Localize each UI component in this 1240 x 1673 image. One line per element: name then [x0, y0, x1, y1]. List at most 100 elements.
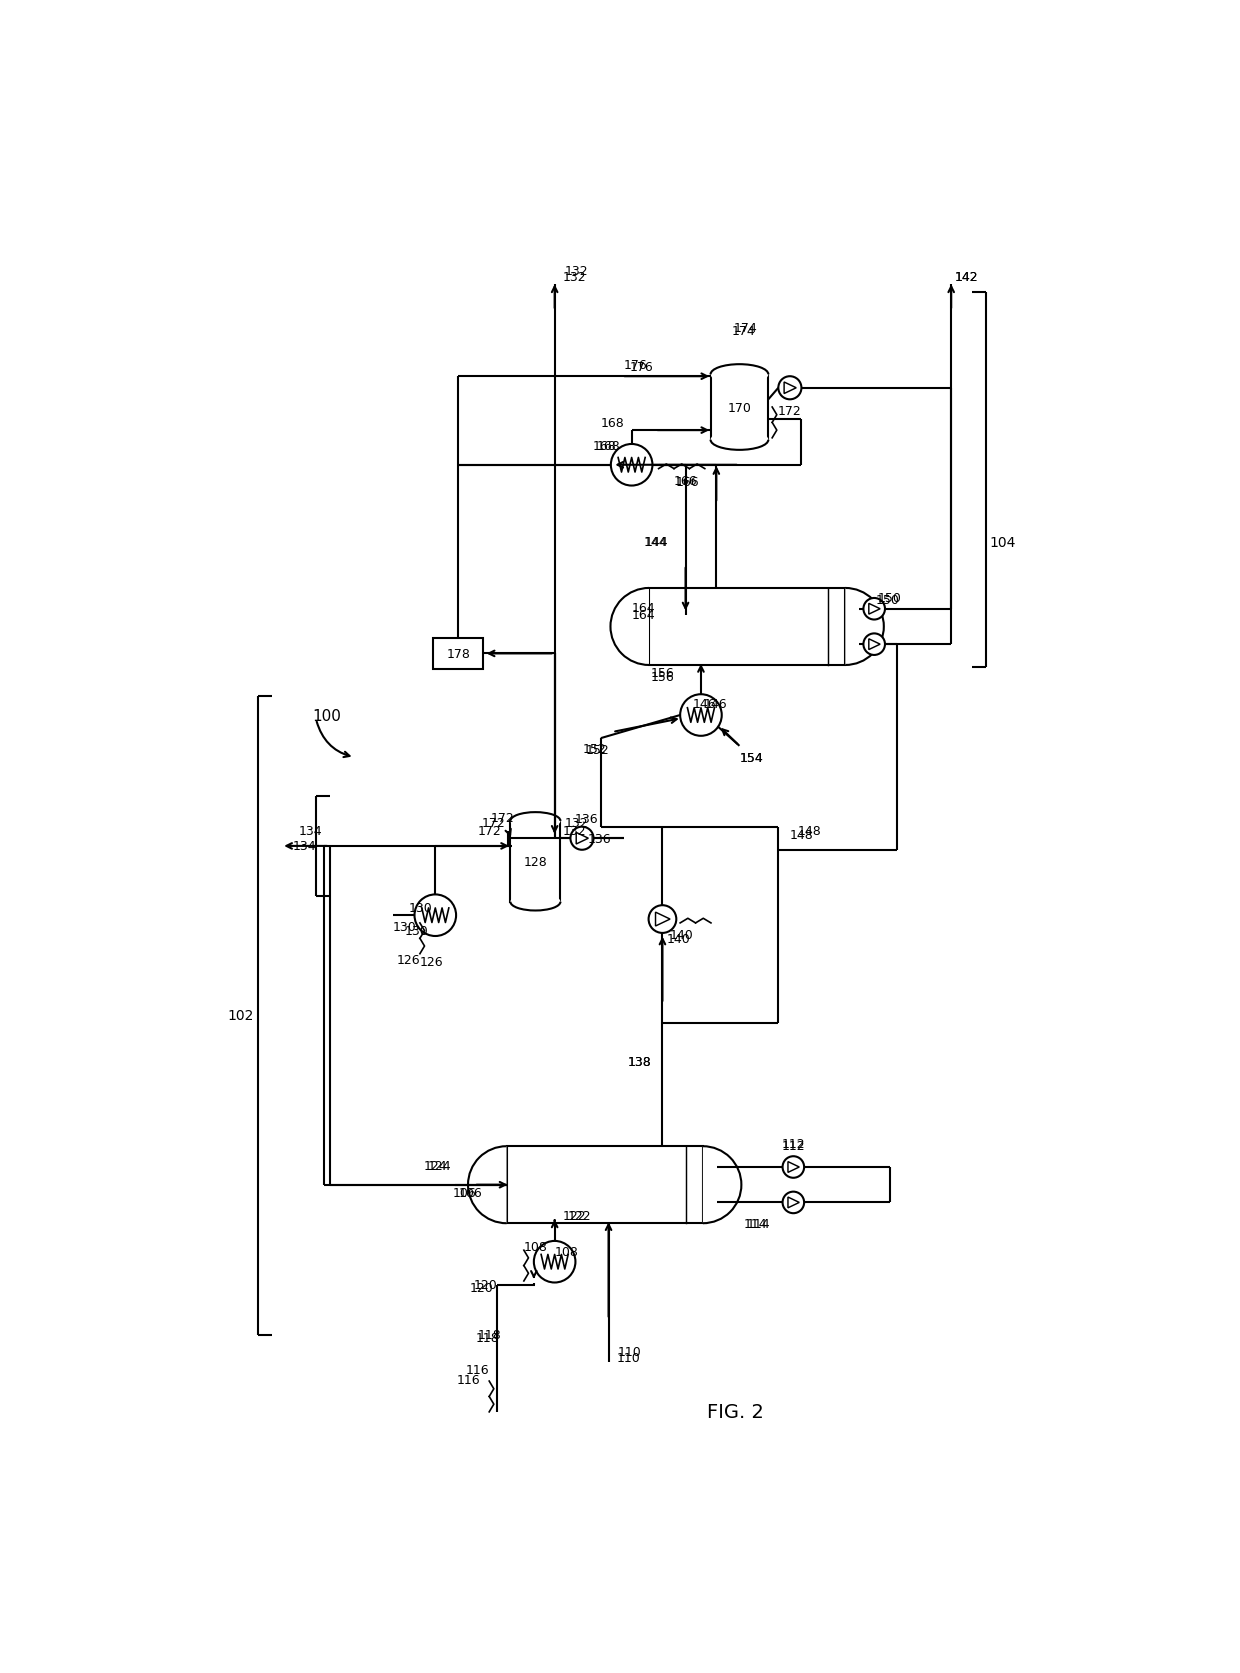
Text: 178: 178	[446, 647, 470, 661]
Text: 136: 136	[574, 813, 598, 826]
Wedge shape	[467, 1146, 506, 1223]
Text: 144: 144	[644, 535, 667, 549]
Text: 124: 124	[428, 1159, 451, 1173]
Text: 132: 132	[563, 825, 587, 838]
Text: 120: 120	[470, 1282, 494, 1293]
Text: 154: 154	[739, 751, 763, 765]
Circle shape	[534, 1241, 575, 1283]
Text: 140: 140	[666, 932, 689, 945]
Bar	[511, 821, 560, 902]
Bar	[506, 1146, 703, 1223]
Text: 144: 144	[645, 535, 668, 549]
Text: 174: 174	[732, 325, 755, 338]
Circle shape	[611, 445, 652, 487]
Text: 124: 124	[424, 1159, 448, 1173]
Wedge shape	[703, 1146, 742, 1223]
Circle shape	[570, 826, 594, 850]
Text: 112: 112	[781, 1139, 806, 1153]
Text: 128: 128	[523, 855, 547, 868]
Text: 110: 110	[616, 1352, 640, 1365]
Text: 146: 146	[693, 698, 717, 711]
Polygon shape	[787, 1163, 800, 1173]
Bar	[711, 375, 769, 440]
Text: 112: 112	[781, 1138, 806, 1151]
Text: 152: 152	[585, 744, 609, 756]
Text: 106: 106	[453, 1186, 476, 1200]
Wedge shape	[610, 589, 649, 666]
Text: 106: 106	[459, 1186, 482, 1200]
Text: 138: 138	[627, 1056, 651, 1069]
Text: 164: 164	[631, 601, 655, 614]
Text: 152: 152	[583, 743, 606, 755]
Text: FIG. 2: FIG. 2	[707, 1402, 764, 1422]
Text: 176: 176	[630, 360, 653, 373]
Text: 132: 132	[564, 264, 588, 278]
Text: 166: 166	[675, 475, 698, 487]
Text: 130: 130	[393, 920, 417, 934]
Polygon shape	[869, 639, 880, 651]
Text: 172: 172	[777, 405, 802, 418]
Circle shape	[863, 599, 885, 621]
Text: 156: 156	[651, 671, 675, 684]
Ellipse shape	[711, 365, 769, 385]
Text: 100: 100	[312, 708, 341, 723]
Text: 114: 114	[748, 1216, 771, 1230]
Polygon shape	[784, 383, 796, 395]
Polygon shape	[656, 912, 670, 927]
Text: 132: 132	[563, 271, 587, 283]
Bar	[649, 589, 846, 666]
Text: 168: 168	[601, 417, 625, 430]
Ellipse shape	[511, 813, 560, 830]
Circle shape	[779, 376, 801, 400]
Polygon shape	[787, 1198, 800, 1208]
Text: 108: 108	[554, 1245, 579, 1258]
Text: 134: 134	[299, 825, 322, 838]
Text: 116: 116	[466, 1363, 490, 1377]
Text: 172: 172	[481, 816, 505, 830]
Text: 168: 168	[593, 440, 618, 453]
Text: 150: 150	[875, 594, 899, 607]
Bar	[433, 639, 484, 669]
Text: 170: 170	[728, 402, 751, 415]
Text: 108: 108	[523, 1240, 547, 1253]
Ellipse shape	[711, 430, 769, 450]
Text: 176: 176	[624, 360, 647, 371]
Text: 156: 156	[651, 668, 675, 679]
Polygon shape	[869, 604, 880, 614]
Circle shape	[782, 1191, 804, 1213]
Text: 138: 138	[627, 1056, 651, 1069]
Text: 148: 148	[790, 828, 813, 842]
Text: 116: 116	[456, 1374, 480, 1387]
Wedge shape	[846, 589, 884, 666]
Text: 130: 130	[404, 925, 428, 937]
Text: 134: 134	[293, 840, 316, 853]
Text: 154: 154	[739, 751, 763, 765]
Text: 166: 166	[676, 475, 699, 489]
Polygon shape	[577, 833, 588, 845]
Text: 174: 174	[734, 321, 758, 335]
Text: 164: 164	[631, 609, 655, 622]
Text: 146: 146	[703, 698, 727, 711]
Text: 142: 142	[955, 271, 978, 283]
Circle shape	[414, 895, 456, 937]
Text: 120: 120	[474, 1278, 497, 1292]
Circle shape	[649, 905, 676, 934]
Text: 132: 132	[564, 816, 588, 830]
Text: 114: 114	[743, 1218, 766, 1231]
Circle shape	[782, 1156, 804, 1178]
Text: 172: 172	[491, 811, 515, 825]
Text: 136: 136	[588, 831, 611, 845]
Circle shape	[681, 694, 722, 736]
Circle shape	[863, 634, 885, 656]
Text: 122: 122	[568, 1210, 591, 1223]
Text: 148: 148	[797, 825, 821, 838]
Text: 126: 126	[397, 954, 420, 965]
Ellipse shape	[511, 893, 560, 912]
Text: 102: 102	[227, 1009, 254, 1022]
Text: 172: 172	[477, 825, 501, 838]
Text: 118: 118	[475, 1332, 498, 1343]
Text: 118: 118	[477, 1328, 501, 1342]
Text: 110: 110	[618, 1345, 641, 1358]
Text: 130: 130	[408, 902, 432, 915]
Text: 168: 168	[596, 440, 621, 453]
